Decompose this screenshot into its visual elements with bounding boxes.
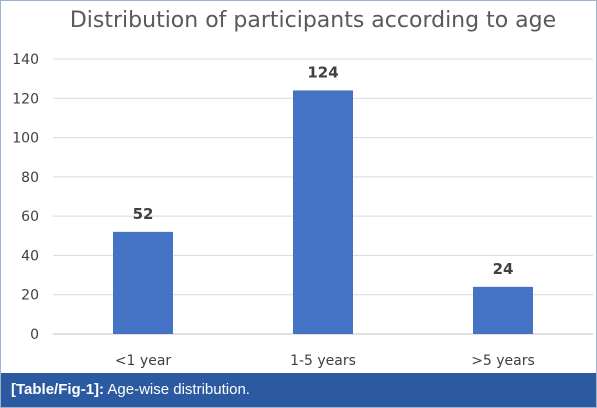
data-labels: 52 124 24: [133, 63, 514, 277]
y-tick-label: 100: [12, 131, 39, 147]
y-axis-tick-labels: 0 20 40 60 80 100 120 140: [12, 52, 39, 343]
x-tick-label: 1-5 years: [290, 353, 356, 369]
x-tick-label: >5 years: [471, 353, 535, 369]
bar-chart: Distribution of participants according t…: [12, 8, 593, 369]
bar: [473, 286, 533, 334]
bar: [293, 90, 353, 334]
data-label: 52: [133, 205, 154, 223]
x-tick-label: <1 year: [115, 353, 172, 369]
bar: [113, 231, 173, 334]
figure-caption: [Table/Fig-1]: Age-wise distribution.: [1, 373, 596, 407]
caption-tag: [Table/Fig-1]:: [11, 381, 105, 398]
y-tick-label: 140: [12, 52, 39, 68]
y-tick-label: 20: [21, 288, 39, 304]
bars: [113, 90, 533, 334]
x-axis-tick-labels: <1 year 1-5 years >5 years: [115, 353, 535, 369]
caption-text: Age-wise distribution.: [104, 381, 250, 398]
y-tick-label: 120: [12, 91, 39, 107]
y-tick-label: 0: [30, 327, 39, 343]
chart-title: Distribution of participants according t…: [70, 8, 556, 33]
y-tick-label: 60: [21, 209, 39, 225]
y-tick-label: 40: [21, 248, 39, 264]
y-tick-label: 80: [21, 170, 39, 186]
data-label: 24: [493, 260, 514, 278]
data-label: 124: [307, 63, 338, 81]
